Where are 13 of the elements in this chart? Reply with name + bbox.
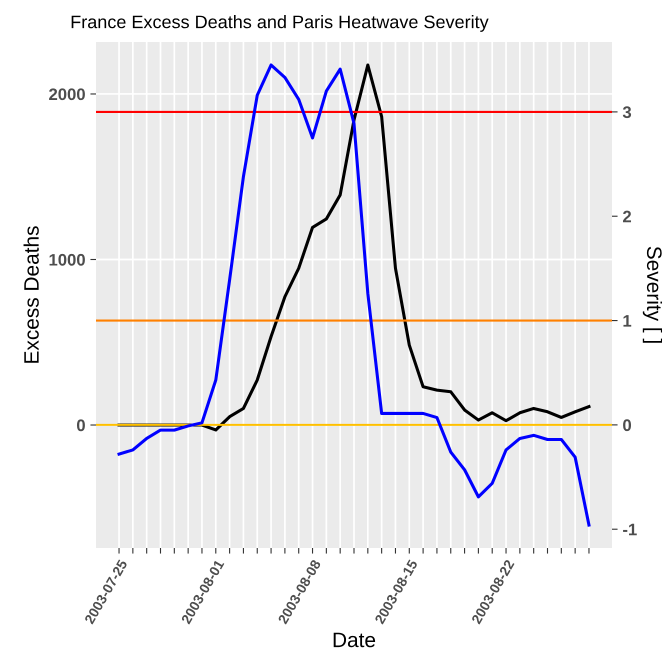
y2-tick-label: 0 (623, 419, 632, 432)
x-axis-title: Date (334, 632, 376, 648)
y2-tick-label: -1 (623, 524, 637, 536)
chart-title: France Excess Deaths and Paris Heatwave Severity (72, 15, 489, 32)
y-tick-label: 2000 (49, 88, 85, 100)
y2-tick-label: 3 (622, 106, 632, 118)
line-series (118, 63, 590, 527)
y-axis-title: Excess Deaths (24, 226, 39, 363)
y2-tick-label: 1 (623, 315, 632, 327)
y2-axis-title: Severity [ ] (642, 246, 662, 343)
y-tick-label: 0 (76, 419, 85, 432)
y-tick-label: 1000 (50, 254, 85, 266)
y2-tick-label: 2 (622, 210, 632, 222)
